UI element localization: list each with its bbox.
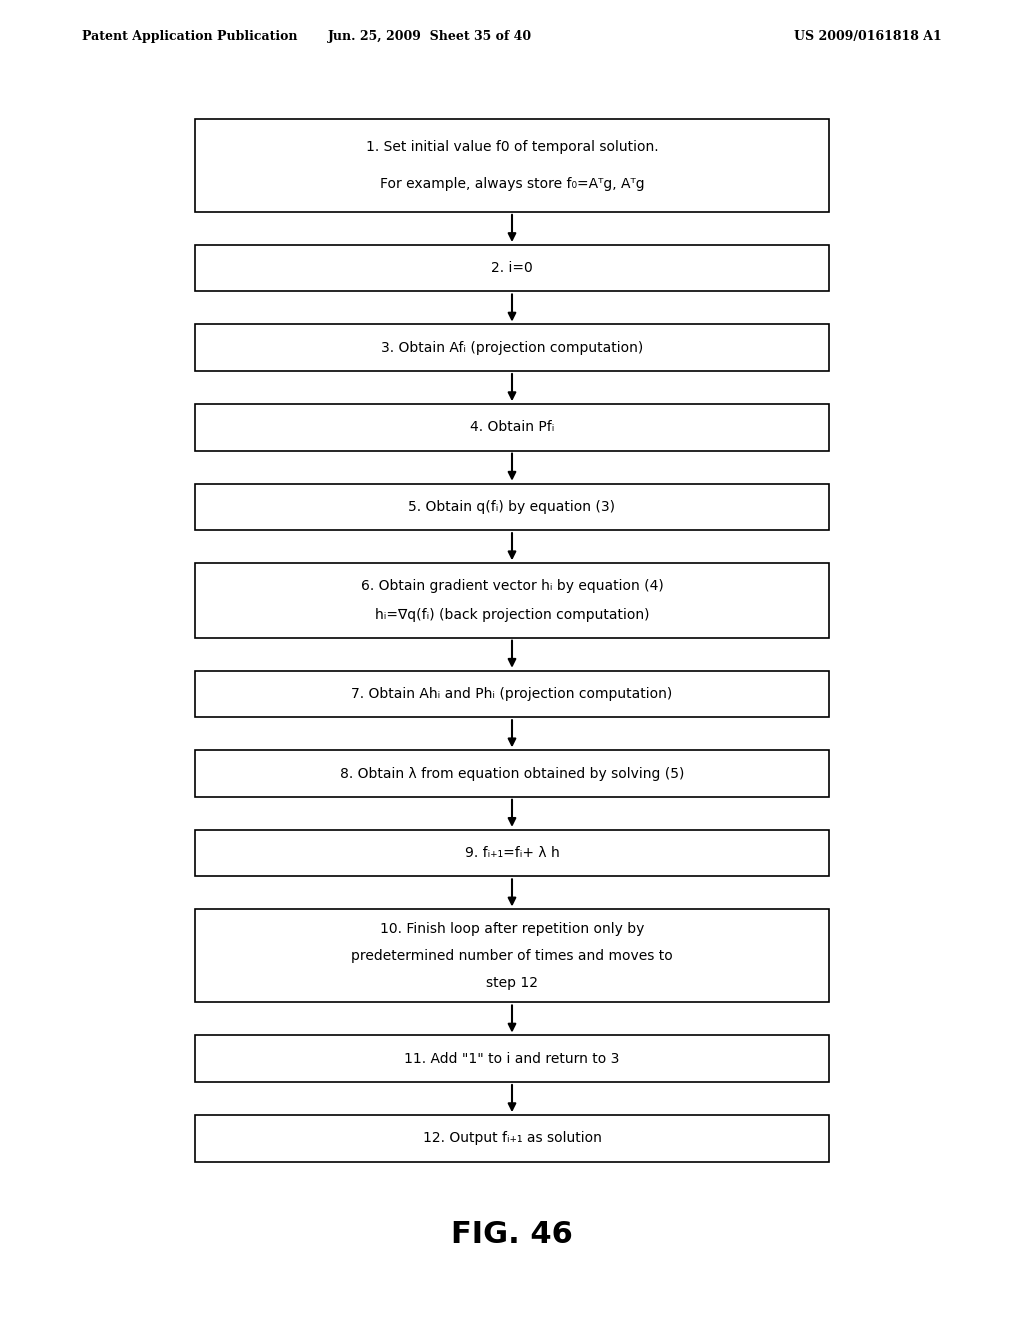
Text: 7. Obtain Ahᵢ and Phᵢ (projection computation): 7. Obtain Ahᵢ and Phᵢ (projection comput…	[351, 686, 673, 701]
FancyBboxPatch shape	[195, 119, 829, 213]
Text: 2. i=0: 2. i=0	[492, 261, 532, 275]
Text: 9. fᵢ₊₁=fᵢ+ λ h: 9. fᵢ₊₁=fᵢ+ λ h	[465, 846, 559, 861]
Text: 11. Add "1" to i and return to 3: 11. Add "1" to i and return to 3	[404, 1052, 620, 1065]
Text: 10. Finish loop after repetition only by: 10. Finish loop after repetition only by	[380, 923, 644, 936]
FancyBboxPatch shape	[195, 246, 829, 292]
FancyBboxPatch shape	[195, 564, 829, 638]
Text: FIG. 46: FIG. 46	[451, 1220, 573, 1249]
FancyBboxPatch shape	[195, 671, 829, 717]
Text: 4. Obtain Pfᵢ: 4. Obtain Pfᵢ	[470, 420, 554, 434]
FancyBboxPatch shape	[195, 1035, 829, 1082]
Text: 1. Set initial value f0 of temporal solution.: 1. Set initial value f0 of temporal solu…	[366, 140, 658, 153]
Text: 12. Output fᵢ₊₁ as solution: 12. Output fᵢ₊₁ as solution	[423, 1131, 601, 1146]
FancyBboxPatch shape	[195, 404, 829, 450]
FancyBboxPatch shape	[195, 325, 829, 371]
Text: 6. Obtain gradient vector hᵢ by equation (4): 6. Obtain gradient vector hᵢ by equation…	[360, 578, 664, 593]
FancyBboxPatch shape	[195, 909, 829, 1002]
Text: 8. Obtain λ from equation obtained by solving (5): 8. Obtain λ from equation obtained by so…	[340, 767, 684, 780]
FancyBboxPatch shape	[195, 483, 829, 531]
Text: hᵢ=∇q(fᵢ) (back projection computation): hᵢ=∇q(fᵢ) (back projection computation)	[375, 609, 649, 622]
Text: Patent Application Publication: Patent Application Publication	[82, 30, 297, 44]
FancyBboxPatch shape	[195, 750, 829, 797]
FancyBboxPatch shape	[195, 1115, 829, 1162]
Text: 5. Obtain q(fᵢ) by equation (3): 5. Obtain q(fᵢ) by equation (3)	[409, 500, 615, 513]
Text: 3. Obtain Afᵢ (projection computation): 3. Obtain Afᵢ (projection computation)	[381, 341, 643, 355]
Text: Jun. 25, 2009  Sheet 35 of 40: Jun. 25, 2009 Sheet 35 of 40	[328, 30, 532, 44]
Text: US 2009/0161818 A1: US 2009/0161818 A1	[795, 30, 942, 44]
FancyBboxPatch shape	[195, 830, 829, 876]
Text: predetermined number of times and moves to: predetermined number of times and moves …	[351, 949, 673, 962]
Text: For example, always store f₀=Aᵀg, Aᵀg: For example, always store f₀=Aᵀg, Aᵀg	[380, 177, 644, 191]
Text: step 12: step 12	[486, 975, 538, 990]
